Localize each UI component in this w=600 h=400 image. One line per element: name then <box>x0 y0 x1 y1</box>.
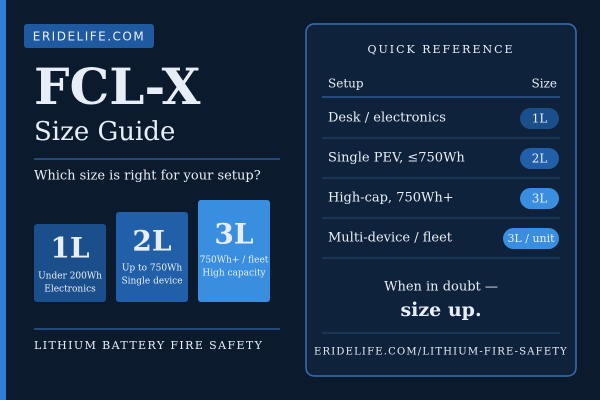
column-header: Size <box>532 77 557 91</box>
size: 2L <box>532 152 548 166</box>
url: ERIDELIFE.COM/LITHIUM-FIRE-SAFETY <box>314 347 568 358</box>
subtitle: Size Guide <box>34 117 175 147</box>
column-header: Setup <box>328 77 364 91</box>
accent-stripe <box>0 0 6 400</box>
reference-title: QUICK REFERENCE <box>367 43 514 56</box>
size-pill <box>503 228 559 249</box>
setup: Desk / electronics <box>328 111 446 126</box>
setup: High-cap, 750Wh+ <box>328 191 454 206</box>
size-label: 3L <box>214 218 253 251</box>
size-desc: Single device <box>121 277 182 287</box>
emphasis: size up. <box>400 299 481 321</box>
size-label: 1L <box>50 232 89 265</box>
size-desc: 750Wh+ / fleet <box>200 256 269 266</box>
size-pill <box>520 188 559 209</box>
size-box <box>34 224 106 302</box>
size-desc: Up to 750Wh <box>122 264 183 274</box>
size: 3L / unit <box>507 232 555 245</box>
size: 1L <box>532 112 548 126</box>
footer-left: LITHIUM BATTERY FIRE SAFETY <box>34 339 263 352</box>
size-desc: Electronics <box>44 285 96 295</box>
badge: ERIDELIFE.COM <box>33 30 145 44</box>
size-desc: Under 200Wh <box>38 272 102 282</box>
setup: Single PEV, ≤750Wh <box>328 151 465 166</box>
size-pill <box>520 108 559 129</box>
reference-panel <box>305 23 577 377</box>
note: When in doubt — <box>384 280 498 295</box>
size-pill <box>520 148 559 169</box>
setup: Multi-device / fleet <box>328 231 453 246</box>
question: Which size is right for your setup? <box>34 169 261 184</box>
size-desc: High capacity <box>202 269 266 279</box>
size-box <box>198 200 270 302</box>
badge-bg <box>24 24 154 48</box>
size: 3L <box>532 192 548 206</box>
size-label: 2L <box>132 225 171 258</box>
size-box <box>116 212 188 302</box>
title: FCL-X <box>34 57 201 116</box>
